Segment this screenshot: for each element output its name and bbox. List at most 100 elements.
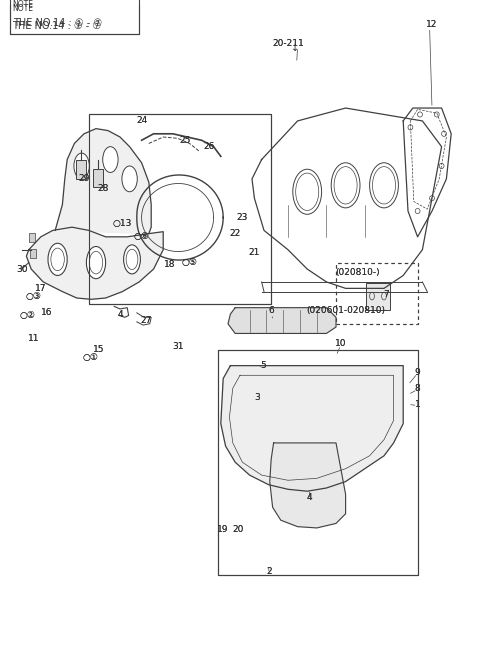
Text: 22: 22: [229, 229, 241, 238]
Polygon shape: [270, 443, 346, 528]
Ellipse shape: [86, 247, 106, 278]
Text: 10: 10: [335, 339, 347, 348]
Polygon shape: [221, 365, 403, 491]
Text: ○②: ○②: [20, 311, 36, 320]
Text: 22: 22: [229, 229, 241, 238]
Text: ○13: ○13: [113, 219, 132, 228]
Text: (020810-): (020810-): [336, 268, 380, 276]
Bar: [93, 169, 103, 187]
Text: 19: 19: [216, 525, 228, 534]
Text: 30: 30: [16, 265, 27, 273]
Text: 21: 21: [249, 249, 260, 258]
Text: 21: 21: [249, 249, 260, 258]
Text: 16: 16: [41, 308, 53, 317]
Polygon shape: [26, 227, 163, 299]
Text: 12: 12: [426, 20, 438, 29]
Text: 26: 26: [203, 142, 215, 151]
Text: 23: 23: [237, 213, 248, 222]
Text: 2: 2: [266, 567, 272, 576]
Text: 26: 26: [203, 142, 215, 151]
Text: ○③: ○③: [25, 291, 42, 300]
Text: 4: 4: [307, 493, 312, 502]
Polygon shape: [55, 129, 151, 234]
Text: 28: 28: [97, 184, 109, 193]
Text: THE NO.14 : ① - ⑦: THE NO.14 : ① - ⑦: [13, 18, 103, 27]
Text: 1: 1: [415, 400, 420, 409]
Text: 16: 16: [41, 308, 53, 317]
Text: 25: 25: [179, 136, 191, 145]
Text: 9: 9: [415, 367, 420, 376]
Text: 4: 4: [307, 493, 312, 502]
Text: 17: 17: [35, 284, 47, 293]
Text: 4: 4: [117, 310, 123, 319]
Bar: [366, 282, 390, 310]
Text: 20: 20: [232, 525, 243, 534]
Text: NOTE: NOTE: [12, 0, 33, 9]
Bar: [76, 160, 86, 179]
Polygon shape: [228, 308, 336, 334]
Bar: [10, 0, 139, 34]
Text: 29: 29: [78, 175, 90, 184]
Text: 7: 7: [384, 290, 389, 299]
Text: 27: 27: [141, 316, 152, 325]
Bar: [336, 263, 418, 324]
Text: 12: 12: [426, 20, 438, 29]
Text: 10: 10: [335, 339, 347, 348]
Text: 8: 8: [415, 384, 420, 393]
Text: 25: 25: [179, 136, 191, 145]
Text: 5: 5: [260, 361, 266, 370]
Text: 6: 6: [268, 306, 274, 315]
Text: ○②: ○②: [20, 311, 36, 320]
Text: ○⑥: ○⑥: [133, 232, 150, 241]
Text: 17: 17: [35, 284, 47, 293]
Text: 11: 11: [28, 334, 39, 343]
Text: 1: 1: [415, 400, 420, 409]
Text: 20-211: 20-211: [272, 39, 304, 48]
Ellipse shape: [103, 147, 118, 173]
Text: 30: 30: [16, 265, 27, 273]
Ellipse shape: [74, 153, 89, 179]
Text: 3: 3: [254, 393, 260, 402]
Text: 18: 18: [164, 260, 175, 269]
Bar: [10, 0, 139, 34]
Text: (020601-020810): (020601-020810): [306, 306, 385, 315]
Text: 20: 20: [232, 525, 243, 534]
Text: 24: 24: [136, 116, 147, 125]
Text: 24: 24: [136, 116, 147, 125]
Bar: [336, 263, 418, 324]
Text: 31: 31: [172, 342, 183, 351]
Text: 4: 4: [117, 310, 123, 319]
Bar: [89, 114, 271, 304]
Bar: [218, 350, 418, 575]
Ellipse shape: [124, 245, 140, 274]
Text: 31: 31: [172, 342, 183, 351]
Text: 18: 18: [164, 260, 175, 269]
Text: ○⑥: ○⑥: [133, 232, 150, 241]
Text: (020810-): (020810-): [336, 268, 380, 276]
Text: 8: 8: [415, 384, 420, 393]
Text: 2: 2: [266, 567, 272, 576]
Text: ↓: ↓: [291, 43, 299, 53]
Text: ○①: ○①: [82, 354, 98, 362]
Text: 20-211: 20-211: [272, 39, 304, 48]
Bar: [89, 114, 271, 304]
Text: ○①: ○①: [82, 354, 98, 362]
Text: THE NO.14 : ① - ⑦: THE NO.14 : ① - ⑦: [12, 21, 101, 31]
Ellipse shape: [122, 166, 137, 191]
Text: NOTE: NOTE: [12, 4, 33, 13]
Text: 29: 29: [78, 175, 90, 184]
Text: 3: 3: [254, 393, 260, 402]
Text: ○③: ○③: [25, 291, 42, 300]
Text: 15: 15: [93, 345, 104, 354]
Text: ○⑤: ○⑤: [181, 258, 198, 267]
Text: (020601-020810): (020601-020810): [306, 306, 385, 315]
Bar: [29, 233, 35, 242]
Text: ○⑤: ○⑤: [181, 258, 198, 267]
Text: ○13: ○13: [113, 219, 132, 228]
Ellipse shape: [48, 243, 67, 275]
Bar: [218, 350, 418, 575]
Bar: [30, 249, 36, 258]
Text: 11: 11: [28, 334, 39, 343]
Text: 15: 15: [93, 345, 104, 354]
Text: 27: 27: [141, 316, 152, 325]
